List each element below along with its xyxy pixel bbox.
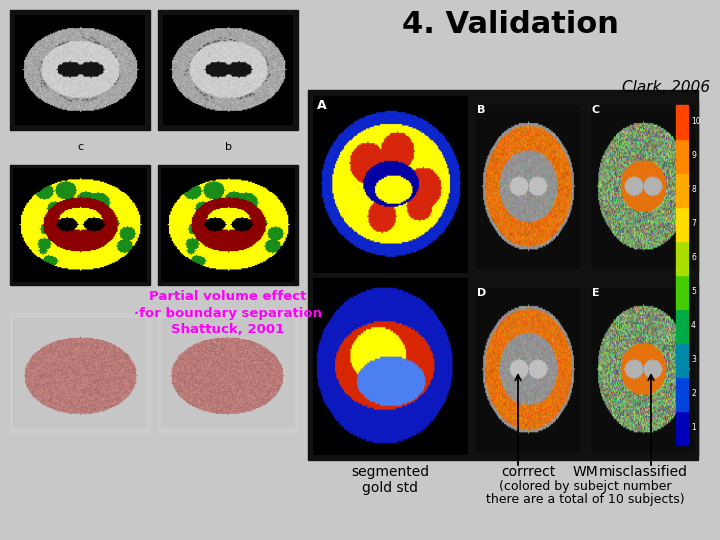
- Text: 10: 10: [691, 118, 701, 126]
- Text: D: D: [477, 288, 486, 298]
- Bar: [676, 309, 688, 343]
- Text: b: b: [225, 142, 232, 152]
- Text: there are a total of 10 subjects): there are a total of 10 subjects): [486, 493, 684, 506]
- Text: 5: 5: [691, 287, 696, 296]
- Bar: [676, 377, 688, 411]
- Text: B: B: [477, 105, 485, 115]
- Text: 4: 4: [691, 321, 696, 330]
- Text: E: E: [592, 288, 600, 298]
- Text: 7: 7: [691, 219, 696, 228]
- Bar: [676, 105, 688, 139]
- Text: Clark, 2006: Clark, 2006: [622, 80, 710, 95]
- Bar: [158, 10, 298, 130]
- Text: c: c: [77, 142, 83, 152]
- Text: WM: WM: [572, 465, 598, 479]
- Bar: [158, 313, 298, 433]
- Text: 4. Validation: 4. Validation: [402, 10, 618, 39]
- Bar: [308, 90, 698, 460]
- Bar: [10, 165, 150, 285]
- Text: A: A: [317, 99, 327, 112]
- Bar: [676, 275, 688, 309]
- Text: 6: 6: [691, 253, 696, 262]
- Bar: [588, 285, 698, 455]
- Bar: [676, 139, 688, 173]
- Bar: [10, 313, 150, 433]
- Bar: [473, 102, 583, 272]
- Text: 2: 2: [691, 389, 696, 399]
- Bar: [676, 411, 688, 445]
- Bar: [676, 343, 688, 377]
- Text: 1: 1: [691, 423, 696, 433]
- Text: misclassified: misclassified: [598, 465, 688, 479]
- Text: segmented
gold std: segmented gold std: [351, 465, 429, 495]
- Bar: [473, 285, 583, 455]
- Bar: [10, 10, 150, 130]
- Bar: [676, 241, 688, 275]
- Text: C: C: [592, 105, 600, 115]
- Bar: [158, 165, 298, 285]
- Text: Partial volume effect
·for boundary separation
Shattuck, 2001: Partial volume effect ·for boundary sepa…: [134, 290, 322, 336]
- Bar: [588, 102, 698, 272]
- Bar: [676, 207, 688, 241]
- Text: corrrect: corrrect: [501, 465, 555, 479]
- Text: (colored by subejct number: (colored by subejct number: [499, 480, 671, 493]
- Text: 8: 8: [691, 186, 696, 194]
- Text: 3: 3: [691, 355, 696, 364]
- Bar: [676, 173, 688, 207]
- Text: 9: 9: [691, 152, 696, 160]
